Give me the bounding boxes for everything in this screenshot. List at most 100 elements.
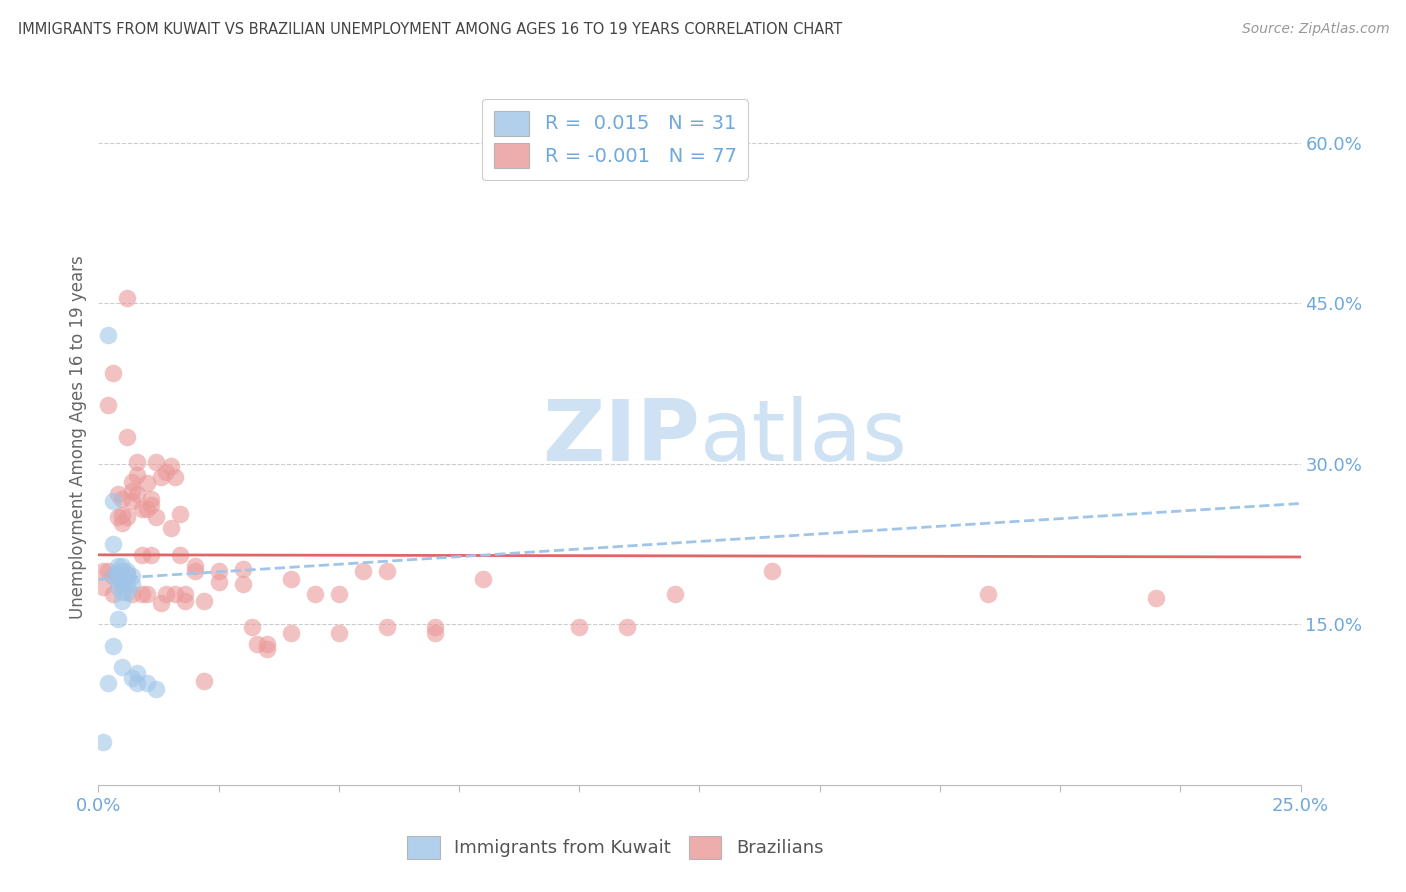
Point xyxy=(328,626,350,640)
Point xyxy=(183,564,205,578)
Text: IMMIGRANTS FROM KUWAIT VS BRAZILIAN UNEMPLOYMENT AMONG AGES 16 TO 19 YEARS CORRE: IMMIGRANTS FROM KUWAIT VS BRAZILIAN UNEM… xyxy=(18,22,842,37)
Point xyxy=(117,569,139,583)
Point xyxy=(135,476,157,491)
Point xyxy=(141,498,163,512)
Point xyxy=(423,626,446,640)
Point xyxy=(208,574,231,589)
Point xyxy=(111,576,134,591)
Point xyxy=(117,585,139,599)
Point xyxy=(145,455,167,469)
Point xyxy=(97,564,120,578)
Point xyxy=(174,587,197,601)
Point xyxy=(97,676,120,690)
Point xyxy=(472,573,495,587)
Point xyxy=(121,576,143,591)
Point xyxy=(664,587,686,601)
Text: atlas: atlas xyxy=(700,395,907,479)
Point xyxy=(141,492,163,507)
Point xyxy=(141,548,163,562)
Point xyxy=(101,537,124,551)
Point xyxy=(145,510,167,524)
Point xyxy=(107,612,129,626)
Point xyxy=(125,487,148,501)
Point xyxy=(256,642,278,657)
Point xyxy=(107,510,129,524)
Point xyxy=(125,455,148,469)
Point xyxy=(135,501,157,516)
Point xyxy=(111,660,134,674)
Point xyxy=(149,596,172,610)
Point xyxy=(183,558,205,573)
Point xyxy=(121,587,143,601)
Point xyxy=(111,492,134,507)
Point xyxy=(240,619,263,633)
Text: ZIP: ZIP xyxy=(541,395,700,479)
Point xyxy=(117,576,139,591)
Point xyxy=(125,676,148,690)
Point xyxy=(256,637,278,651)
Point xyxy=(111,585,134,599)
Point xyxy=(131,548,153,562)
Point xyxy=(107,580,129,594)
Point xyxy=(117,510,139,524)
Point xyxy=(145,681,167,696)
Point xyxy=(107,569,129,583)
Point xyxy=(111,573,134,587)
Point xyxy=(101,569,124,583)
Point xyxy=(91,564,114,578)
Point xyxy=(193,594,215,608)
Point xyxy=(131,587,153,601)
Point xyxy=(246,637,269,651)
Point xyxy=(280,573,302,587)
Point xyxy=(280,626,302,640)
Point xyxy=(232,562,254,576)
Point xyxy=(977,587,1000,601)
Point xyxy=(131,501,153,516)
Point xyxy=(111,558,134,573)
Point xyxy=(159,521,181,535)
Point xyxy=(91,735,114,749)
Point xyxy=(208,564,231,578)
Point xyxy=(174,594,197,608)
Point xyxy=(1144,591,1167,605)
Point xyxy=(101,587,124,601)
Point xyxy=(375,619,398,633)
Point xyxy=(91,580,114,594)
Point xyxy=(232,576,254,591)
Point xyxy=(101,639,124,653)
Point xyxy=(111,564,134,578)
Point xyxy=(149,469,172,483)
Point xyxy=(169,548,191,562)
Point xyxy=(111,594,134,608)
Point xyxy=(107,487,129,501)
Point xyxy=(121,494,143,508)
Point xyxy=(304,587,326,601)
Point xyxy=(155,466,177,480)
Point xyxy=(159,458,181,473)
Point xyxy=(111,567,134,582)
Point xyxy=(165,469,187,483)
Point xyxy=(101,366,124,380)
Legend: Immigrants from Kuwait, Brazilians: Immigrants from Kuwait, Brazilians xyxy=(401,829,831,866)
Point xyxy=(101,569,124,583)
Point xyxy=(165,587,187,601)
Point xyxy=(352,564,374,578)
Point xyxy=(97,328,120,343)
Point xyxy=(155,587,177,601)
Point xyxy=(375,564,398,578)
Point xyxy=(121,671,143,685)
Point xyxy=(107,569,129,583)
Point xyxy=(101,494,124,508)
Point xyxy=(111,574,134,589)
Point xyxy=(107,564,129,578)
Text: Source: ZipAtlas.com: Source: ZipAtlas.com xyxy=(1241,22,1389,37)
Point xyxy=(423,619,446,633)
Point xyxy=(761,564,783,578)
Point xyxy=(193,674,215,689)
Point xyxy=(121,475,143,489)
Point xyxy=(121,569,143,583)
Point xyxy=(117,291,139,305)
Point xyxy=(117,567,139,582)
Point xyxy=(616,619,638,633)
Point xyxy=(111,516,134,530)
